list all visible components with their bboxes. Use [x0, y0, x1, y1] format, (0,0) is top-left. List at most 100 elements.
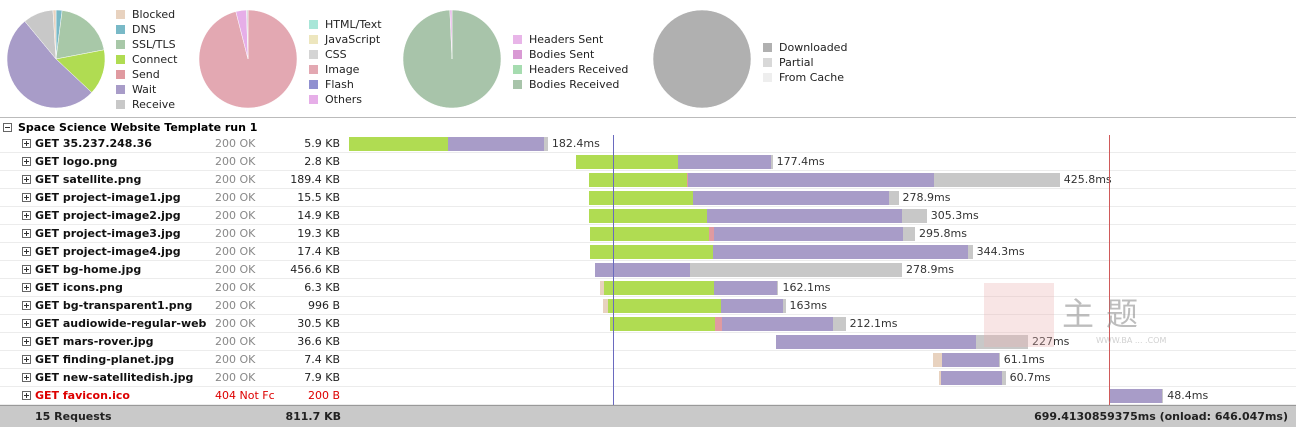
timing-segment-wait — [594, 263, 691, 277]
request-row[interactable]: GET finding-planet.jpg 200 OK 7.4 KB 61.1ms — [0, 351, 1296, 369]
legend-swatch — [513, 35, 522, 44]
timing-segment-wait — [942, 353, 999, 367]
request-duration: 295.8ms — [918, 227, 967, 240]
timing-segment-connect — [604, 281, 714, 295]
request-row[interactable]: GET favicon.ico 404 Not Fc 200 B 48.4ms — [0, 387, 1296, 405]
timing-segment-wait — [692, 191, 890, 205]
request-url[interactable]: GET new-satellitedish.jpg — [35, 371, 194, 384]
request-url[interactable]: GET project-image4.jpg — [35, 245, 181, 258]
request-url[interactable]: GET icons.png — [35, 281, 123, 294]
expand-icon[interactable] — [22, 175, 31, 184]
expand-icon[interactable] — [22, 391, 31, 400]
request-status: 200 OK — [215, 227, 256, 240]
legend-label: Wait — [132, 83, 157, 96]
content-types-legend: HTML/Text JavaScript CSS Image Flash Others — [309, 17, 382, 107]
request-row[interactable]: GET mars-rover.jpg 200 OK 36.6 KB 227ms — [0, 333, 1296, 351]
request-row[interactable]: GET logo.png 200 OK 2.8 KB 177.4ms — [0, 153, 1296, 171]
request-url[interactable]: GET project-image2.jpg — [35, 209, 181, 222]
request-row[interactable]: GET satellite.png 200 OK 189.4 KB 425.8ms — [0, 171, 1296, 189]
expand-icon[interactable] — [22, 355, 31, 364]
request-url[interactable]: GET finding-planet.jpg — [35, 353, 175, 366]
expand-icon[interactable] — [22, 229, 31, 238]
request-row[interactable]: GET bg-transparent1.png 200 OK 996 B 163ms — [0, 297, 1296, 315]
request-row[interactable]: GET project-image1.jpg 200 OK 15.5 KB 278.9… — [0, 189, 1296, 207]
request-url[interactable]: GET logo.png — [35, 155, 118, 168]
request-row[interactable]: GET new-satellitedish.jpg 200 OK 7.9 KB 60.… — [0, 369, 1296, 387]
request-row[interactable]: GET project-image3.jpg 200 OK 19.3 KB 295.8… — [0, 225, 1296, 243]
legend-swatch — [763, 43, 772, 52]
expand-icon[interactable] — [22, 265, 31, 274]
request-size: 19.3 KB — [297, 227, 340, 240]
expand-icon[interactable] — [22, 283, 31, 292]
timing-segment-receive — [902, 209, 927, 223]
request-row[interactable]: GET project-image2.jpg 200 OK 14.9 KB 305.3… — [0, 207, 1296, 225]
request-url[interactable]: GET bg-transparent1.png — [35, 299, 193, 312]
expand-icon[interactable] — [22, 301, 31, 310]
request-row[interactable]: GET icons.png 200 OK 6.3 KB 162.1ms — [0, 279, 1296, 297]
request-url[interactable]: GET project-image3.jpg — [35, 227, 181, 240]
timing-segment-receive — [998, 353, 1000, 367]
domcontentloaded-line — [612, 135, 614, 406]
timing-segment-receive — [903, 227, 915, 241]
request-url[interactable]: GET 35.237.248.36 — [35, 137, 152, 150]
request-url[interactable]: GET favicon.ico — [35, 389, 130, 402]
legend-label: Headers Sent — [529, 33, 604, 46]
expand-icon[interactable] — [22, 373, 31, 382]
legend-swatch — [309, 80, 318, 89]
expand-icon[interactable] — [22, 139, 31, 148]
legend-label: JavaScript — [325, 33, 381, 46]
watermark-text: 主题 — [1062, 295, 1151, 333]
total-time: 699.4130859375ms (onload: 646.047ms) — [1034, 410, 1288, 423]
timing-segment-wait — [776, 335, 977, 349]
expand-icon[interactable] — [22, 157, 31, 166]
request-status: 404 Not Fc — [215, 389, 275, 402]
expand-icon[interactable] — [22, 319, 31, 328]
legend-swatch — [763, 73, 772, 82]
expand-icon[interactable] — [22, 337, 31, 346]
expand-icon[interactable] — [22, 193, 31, 202]
request-url[interactable]: GET bg-home.jpg — [35, 263, 142, 276]
legend-item: Image — [309, 62, 382, 77]
request-url[interactable]: GET project-image1.jpg — [35, 191, 181, 204]
legend-swatch — [513, 50, 522, 59]
expand-icon[interactable] — [22, 211, 31, 220]
legend-label: Connect — [132, 53, 178, 66]
legend-item: HTML/Text — [309, 17, 382, 32]
timing-segment-connect — [576, 155, 679, 169]
request-duration: 227ms — [1032, 335, 1069, 348]
timing-segment-wait — [720, 299, 784, 313]
request-duration: 425.8ms — [1063, 173, 1112, 186]
timing-segment-wait — [447, 137, 545, 151]
expand-icon[interactable] — [22, 247, 31, 256]
legend-label: SSL/TLS — [132, 38, 176, 51]
timing-segment-connect — [349, 137, 448, 151]
request-size: 6.3 KB — [304, 281, 340, 294]
request-size: 15.5 KB — [297, 191, 340, 204]
request-status: 200 OK — [215, 299, 256, 312]
cache-slice-downloaded — [652, 9, 752, 109]
timing-segment-receive — [777, 281, 779, 295]
request-url[interactable]: GET satellite.png — [35, 173, 142, 186]
timing-segment-wait — [687, 173, 934, 187]
request-row[interactable]: GET project-image4.jpg 200 OK 17.4 KB 344.3… — [0, 243, 1296, 261]
legend-item: Bodies Sent — [513, 47, 628, 62]
request-row[interactable]: GET 35.237.248.36 200 OK 5.9 KB 182.4ms — [0, 135, 1296, 153]
request-row[interactable]: GET audiowide-regular-web 200 OK 30.5 KB 21… — [0, 315, 1296, 333]
timing-segment-receive — [967, 245, 973, 259]
page-group-header[interactable]: Space Science Website Template run 1 — [0, 120, 257, 134]
timing-segment-receive — [783, 299, 786, 313]
legend-label: Headers Received — [529, 63, 629, 76]
request-duration: 278.9ms — [906, 263, 954, 276]
timing-segment-receive — [690, 263, 903, 277]
legend-item: Send — [116, 67, 177, 82]
collapse-icon[interactable] — [3, 122, 12, 132]
request-url[interactable]: GET audiowide-regular-web — [35, 317, 207, 330]
request-size: 996 B — [307, 299, 340, 312]
request-size: 2.8 KB — [304, 155, 340, 168]
legend-item: DNS — [116, 22, 177, 37]
legend-swatch — [116, 100, 125, 109]
request-row[interactable]: GET bg-home.jpg 200 OK 456.6 KB 278.9ms — [0, 261, 1296, 279]
request-duration: 278.9ms — [902, 191, 951, 204]
request-size: 189.4 KB — [290, 173, 340, 186]
request-url[interactable]: GET mars-rover.jpg — [35, 335, 154, 348]
